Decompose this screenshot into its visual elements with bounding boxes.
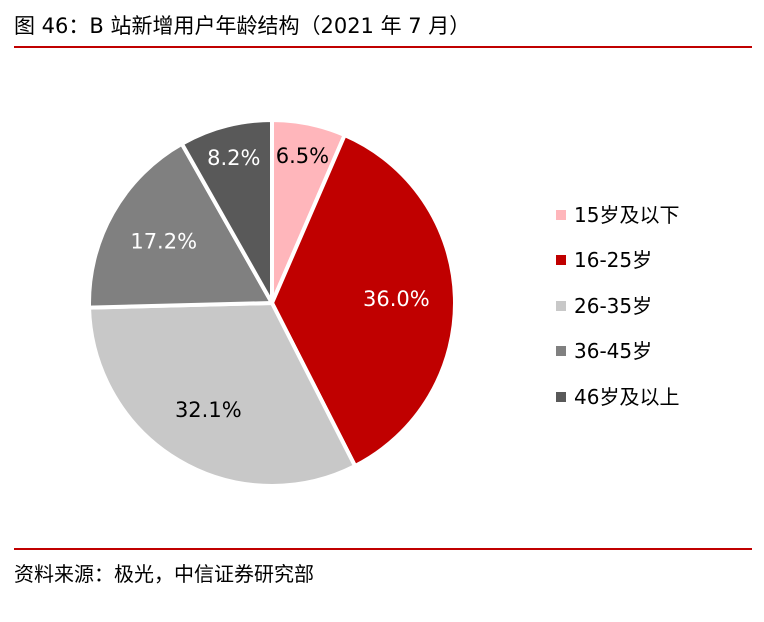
- legend-swatch: [556, 300, 566, 311]
- legend-label: 26-35岁: [574, 293, 653, 318]
- pie-slice-2: [87, 301, 358, 488]
- slice-label-3: 17.2%: [130, 230, 197, 254]
- legend-item-0: 15岁及以下: [556, 192, 679, 238]
- source-divider: [14, 548, 752, 550]
- legend-item-2: 26-35岁: [556, 283, 679, 329]
- pie-slice-1: [270, 133, 457, 469]
- legend-swatch: [556, 346, 566, 357]
- pie-slice-3: [87, 141, 274, 310]
- chart-legend: 15岁及以下 16-25岁 26-35岁 36-45岁 46岁及以上: [556, 192, 679, 420]
- slice-label-0: 6.5%: [276, 144, 329, 168]
- pie-slice-4: [179, 118, 274, 305]
- legend-swatch: [556, 255, 566, 266]
- legend-item-1: 16-25岁: [556, 238, 679, 284]
- pie-slices: [87, 118, 457, 488]
- legend-item-4: 46岁及以上: [556, 374, 679, 420]
- legend-item-3: 36-45岁: [556, 329, 679, 375]
- slice-label-2: 32.1%: [175, 398, 242, 422]
- source-note: 资料来源：极光，中信证券研究部: [14, 562, 314, 586]
- legend-swatch: [556, 209, 566, 220]
- legend-label: 36-45岁: [574, 339, 653, 364]
- chart-title: 图 46：B 站新增用户年龄结构（2021 年 7 月）: [14, 14, 471, 38]
- slice-labels: 6.5% 36.0% 32.1% 17.2% 8.2%: [130, 144, 429, 422]
- title-divider: [14, 46, 752, 48]
- slice-label-4: 8.2%: [207, 146, 260, 170]
- slice-label-1: 36.0%: [363, 287, 430, 311]
- legend-label: 46岁及以上: [574, 384, 680, 409]
- legend-swatch: [556, 391, 566, 402]
- legend-label: 16-25岁: [574, 248, 653, 273]
- legend-label: 15岁及以下: [574, 202, 680, 227]
